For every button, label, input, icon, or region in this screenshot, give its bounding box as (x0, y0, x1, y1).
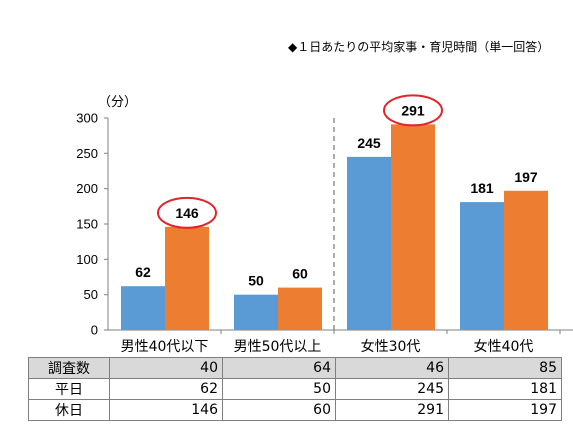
table-cell: 50 (222, 378, 336, 400)
y-tick-label: 0 (91, 323, 98, 338)
y-axis-unit: （分） (98, 94, 137, 109)
chart-caption: ◆１日あたりの平均家事・育児時間（単一回答） (288, 40, 550, 54)
table-cell: 60 (222, 399, 336, 421)
bar-weekday (121, 286, 165, 330)
row-header: 平日 (28, 378, 110, 400)
y-tick-label: 250 (76, 146, 98, 161)
bar-weekday (460, 202, 504, 330)
bar-chart: 0 50 100 150 200 250 300（分） 男性40代以下 男性50代以上 女性30代… (76, 94, 573, 355)
highlight-ellipse (157, 196, 217, 229)
bars (121, 124, 548, 330)
row-header: 調査数 (28, 357, 110, 379)
category-label: 男性50代以上 (234, 339, 322, 355)
bar-holiday (504, 190, 548, 330)
table-cell: 197 (448, 399, 562, 421)
table-row: 調査数 40 64 46 85 (28, 357, 562, 379)
table-cell: 146 (109, 399, 223, 421)
table-cell: 64 (222, 357, 336, 379)
category-label: 男性40代以下 (121, 339, 209, 355)
data-labels: 62 50 245 181 146 60 291 197 (135, 94, 538, 289)
category-label: 女性30代 (361, 338, 421, 355)
data-label: 50 (248, 273, 264, 289)
data-table: 調査数 40 64 46 85 平日 62 50 245 181 休日 146 60 291 197 (28, 357, 562, 421)
data-label: 60 (292, 266, 308, 282)
data-label: 291 (401, 102, 425, 118)
bar-holiday (278, 287, 322, 330)
table-row: 休日 146 60 291 197 (28, 399, 562, 421)
y-tick-label: 50 (84, 287, 98, 302)
y-tick-label: 150 (76, 217, 98, 232)
highlight-ellipse (383, 94, 443, 127)
data-label: 146 (175, 205, 199, 221)
table-cell: 291 (335, 399, 449, 421)
bar-weekday (347, 156, 391, 330)
data-label: 197 (514, 169, 538, 185)
bar-weekday (234, 294, 278, 330)
table-cell: 245 (335, 378, 449, 400)
data-label: 62 (135, 264, 151, 280)
table-cell: 85 (448, 357, 562, 379)
y-tick-label: 100 (76, 252, 98, 267)
table-cell: 40 (109, 357, 223, 379)
data-label: 245 (357, 135, 381, 151)
data-label: 181 (470, 180, 494, 196)
row-header: 休日 (28, 399, 110, 421)
y-tick-label: 300 (76, 111, 98, 126)
y-tick-label: 200 (76, 181, 98, 196)
bar-holiday (165, 226, 209, 330)
table-cell: 46 (335, 357, 449, 379)
table-cell: 181 (448, 378, 562, 400)
category-label: 女性40代 (474, 338, 534, 355)
table-row: 平日 62 50 245 181 (28, 378, 562, 400)
table-cell: 62 (109, 378, 223, 400)
bar-holiday (391, 124, 435, 330)
